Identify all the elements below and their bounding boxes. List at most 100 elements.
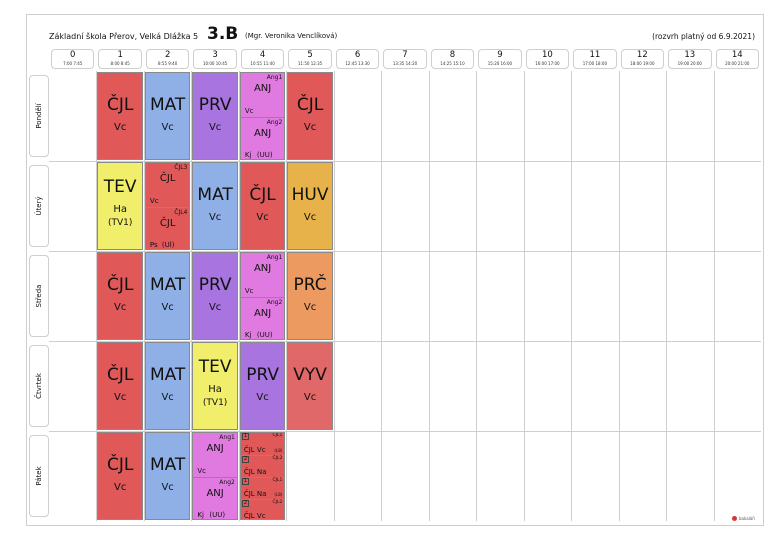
period-number: 3	[212, 50, 218, 60]
group-subject: ANJ	[253, 83, 272, 94]
group-lesson: Ang1 ANJ Vc	[241, 253, 284, 297]
period-time: 7:00 7:45	[63, 61, 83, 66]
timetable-grid: ČJL Vc MAT Vc PRV Vc ČJL Vc TEV Ha (TV1) MAT Vc ČJL Vc…	[49, 71, 761, 521]
period-number: 6	[354, 50, 361, 60]
column-divider	[143, 71, 145, 521]
column-divider	[428, 71, 430, 521]
week-number: 2	[241, 456, 250, 463]
group-teacher: Vc	[244, 287, 254, 295]
timetable-sheet: Základní škola Přerov, Velká Dlážka 5 3.…	[26, 14, 764, 526]
day-label: Pátek	[35, 466, 43, 486]
period-header-12: 12 18:00 19:00	[620, 49, 665, 69]
lesson-teacher: Vc	[114, 302, 127, 313]
group-label: ČJL1	[272, 433, 283, 438]
day-header-2: Středa	[29, 255, 49, 337]
period-header-11: 11 17:00 18:00	[573, 49, 617, 69]
lesson-text: ČJL Na	[243, 490, 267, 498]
day-label: Středa	[35, 284, 43, 308]
lesson-cell: ČJL Vc	[239, 162, 286, 250]
lesson-cell: ČJL Vc	[97, 432, 143, 520]
period-time: 10:55 11:40	[250, 61, 275, 66]
lesson-subject: ČJL	[249, 185, 276, 205]
lesson-subject: MAT	[149, 455, 186, 475]
lesson-teacher: Vc	[208, 302, 222, 313]
lesson-cell: PRV Vc	[239, 342, 286, 430]
period-time: 13:35 14:20	[392, 61, 418, 66]
split-lesson-cell: Ang1 ANJ Vc Ang2 ANJ Kj (UU)	[239, 72, 286, 160]
group-subject: ČJL	[159, 173, 176, 184]
column-divider	[523, 71, 525, 521]
period-number: 12	[636, 50, 648, 60]
group-subject: ČJL	[159, 218, 176, 229]
column-divider	[238, 71, 240, 521]
lesson-cell: PRV Vc	[192, 72, 238, 160]
group-lesson: Ang2 ANJ Kj (UU)	[193, 477, 237, 519]
lesson-teacher: Ha	[208, 384, 222, 395]
column-divider	[333, 71, 335, 521]
group-subject: ANJ	[206, 443, 224, 454]
lesson-text: ČJL Vc	[243, 446, 266, 454]
lesson-cell: TEV Ha (TV1)	[97, 162, 143, 250]
lesson-teacher: Vc	[303, 392, 317, 403]
lesson-teacher: Vc	[114, 482, 127, 493]
alternating-lesson: 2 ČJL2 ČJL Vc	[240, 499, 285, 519]
period-number: 2	[164, 50, 171, 60]
group-room: (UU)	[256, 151, 273, 159]
lesson-room: (TV1)	[107, 218, 133, 228]
lesson-teacher: Vc	[256, 212, 269, 223]
period-header-3: 3 10:00 10:45	[193, 49, 237, 69]
valid-from: (rozvrh platný od 6.9.2021)	[652, 32, 755, 41]
period-header-8: 8 14:25 15:10	[430, 49, 475, 69]
group-label: Ang2	[219, 479, 235, 486]
group-teacher: Kj	[244, 151, 252, 159]
period-time: 10:00 10:45	[202, 61, 228, 66]
lesson-subject: PRV	[198, 275, 232, 295]
lesson-cell: PRV Vc	[192, 252, 238, 340]
group-subject: ANJ	[253, 308, 272, 319]
lesson-teacher: Vc	[303, 212, 317, 223]
period-time: 11:50 12:35	[297, 61, 323, 66]
period-number: 1	[117, 50, 123, 60]
group-label: ČJL2	[272, 456, 283, 461]
school-name: Základní škola Přerov, Velká Dlážka 5	[49, 32, 199, 41]
bakalari-logo: bakaláři	[731, 516, 755, 521]
period-number: 0	[70, 50, 76, 60]
period-time: 12:45 13:30	[345, 61, 370, 66]
group-label: ČJL1	[272, 478, 283, 483]
lesson-subject: HUV	[291, 185, 329, 205]
period-time: 19:00 20:00	[677, 61, 702, 66]
group-subject: ANJ	[206, 488, 224, 499]
period-header-0: 0 7:00 7:45	[51, 49, 95, 69]
group-label: Ang1	[219, 434, 235, 441]
column-divider	[571, 71, 573, 521]
period-number: 5	[307, 50, 313, 60]
group-room: (UU)	[256, 331, 273, 339]
row-divider	[49, 161, 761, 162]
period-time: 15:20 16:00	[487, 61, 513, 66]
alternating-lesson-cell: 1 ČJL1 ČJL Vc (L8) 2 ČJL2 ČJL Na 1 ČJL1 ČJL Na (L8…	[239, 432, 286, 520]
lesson-cell: PRČ Vc	[287, 252, 333, 340]
group-teacher: Ps	[149, 241, 158, 249]
lesson-subject: TEV	[198, 357, 232, 377]
group-room: (Ul)	[161, 241, 175, 249]
group-teacher: Vc	[244, 107, 254, 115]
split-lesson-cell: ČJL3 ČJL Vc ČJL4 ČJL Ps (Ul)	[144, 162, 191, 250]
class-name: 3.B	[207, 24, 239, 44]
lesson-cell: TEV Ha (TV1)	[192, 342, 238, 430]
group-lesson: Ang1 ANJ Vc	[241, 73, 284, 117]
lesson-subject: TEV	[103, 177, 137, 197]
week-note: (L8)	[274, 492, 283, 497]
period-time: 16:00 17:00	[535, 61, 560, 66]
period-header-6: 6 12:45 13:30	[335, 49, 380, 69]
row-divider	[49, 431, 761, 432]
lesson-cell: ČJL Vc	[287, 72, 333, 160]
lesson-cell: MAT Vc	[144, 432, 191, 520]
period-number: 9	[497, 50, 503, 60]
group-subject: ANJ	[253, 128, 272, 139]
lesson-subject: MAT	[197, 185, 233, 205]
lesson-teacher: Vc	[208, 122, 222, 133]
lesson-cell: MAT Vc	[144, 252, 191, 340]
period-number: 7	[402, 50, 408, 60]
group-label: ČJL3	[174, 164, 188, 171]
period-time: 20:00 21:00	[725, 61, 750, 66]
